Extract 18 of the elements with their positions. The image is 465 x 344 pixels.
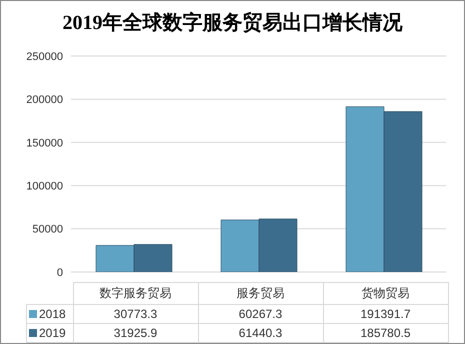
x-tick-label: 数字服务贸易 (73, 282, 198, 304)
data-label: 185780.5 (323, 324, 448, 342)
data-label: 61440.3 (198, 324, 323, 342)
y-tick-label: 150000 (26, 137, 63, 150)
data-label: 60267.3 (198, 304, 323, 324)
y-tick-label: 50000 (32, 224, 63, 236)
legend-label: 2018 (26, 304, 73, 324)
x-tick-label: 服务贸易 (198, 282, 323, 304)
data-label: 31925.9 (73, 324, 198, 342)
data-label: 191391.7 (323, 304, 448, 324)
data-label: 30773.3 (73, 304, 198, 324)
y-tick-label: 0 (56, 266, 63, 279)
chart-title: 2019年全球数字服务贸易出口增长情况 (62, 10, 404, 36)
x-tick-label: 货物贸易 (323, 282, 448, 304)
y-tick-label: 200000 (26, 94, 63, 106)
y-tick-label: 250000 (26, 50, 63, 63)
legend-label: 2019 (26, 324, 73, 342)
y-tick-label: 100000 (26, 180, 63, 193)
